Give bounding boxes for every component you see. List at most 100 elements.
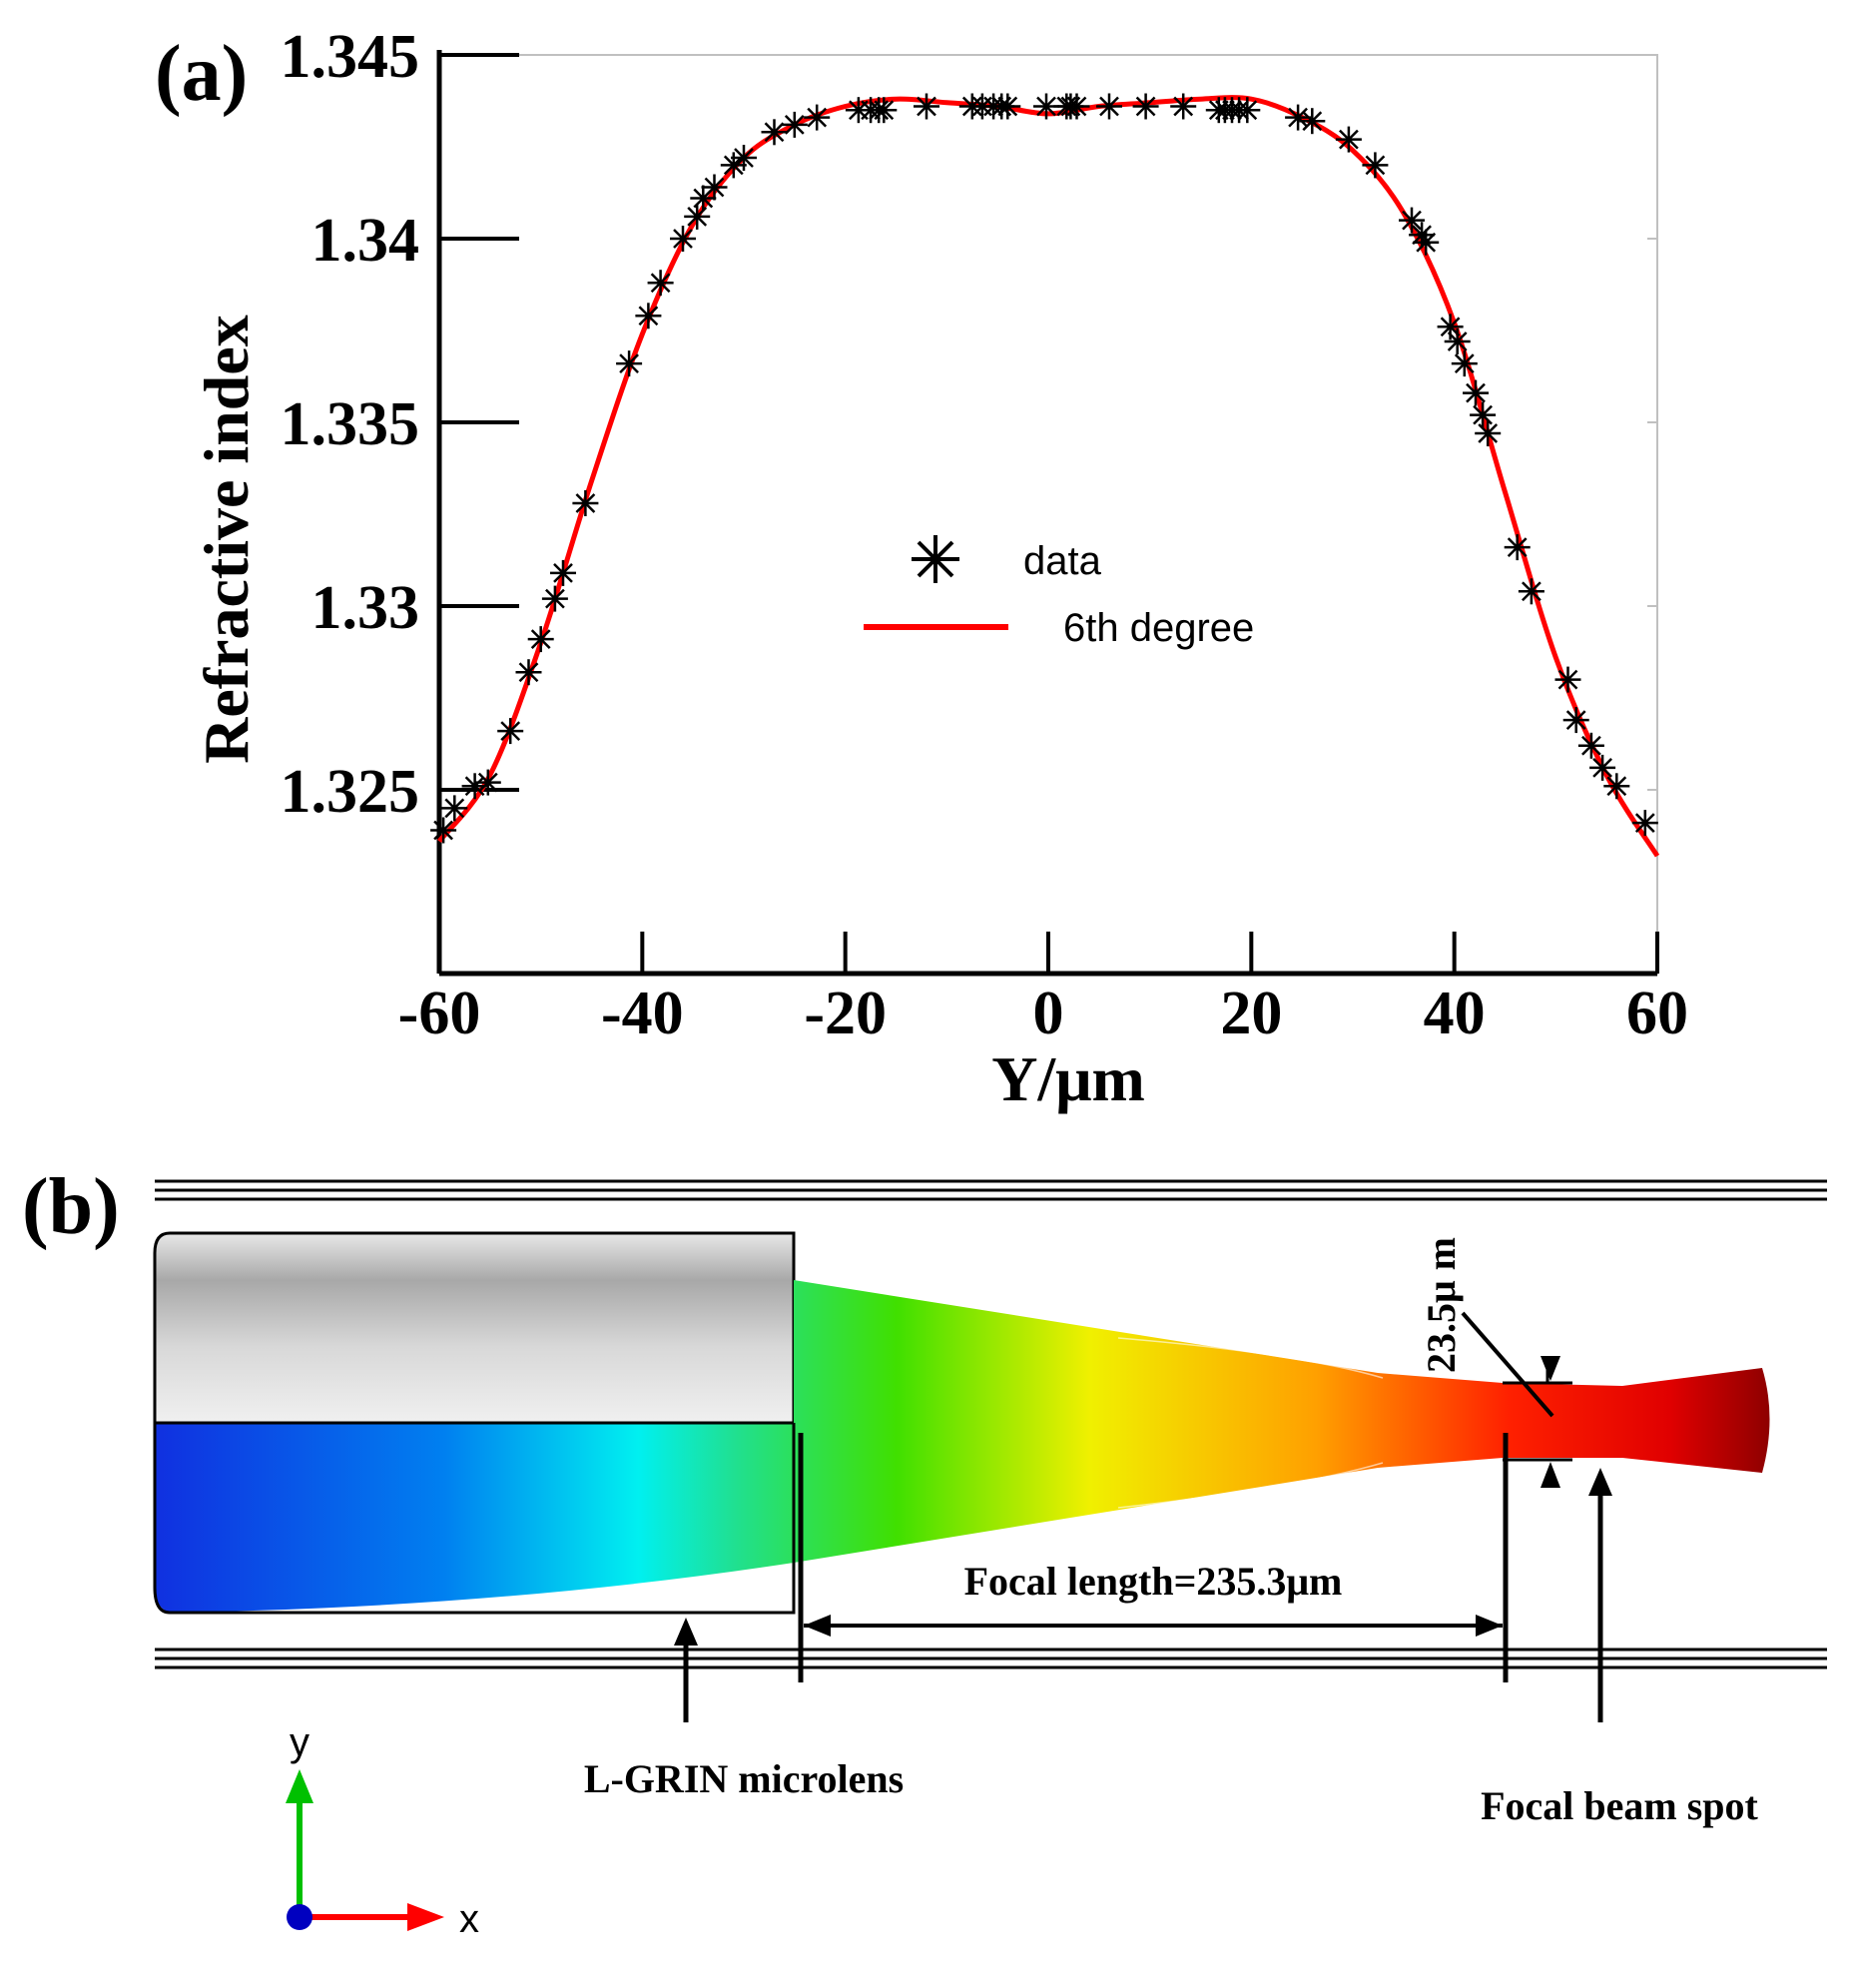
panel-b: (b) 23. [22,1163,1827,1941]
y-tick-label: 1.34 [311,207,420,275]
y-axis-title: Refractive index [191,315,262,764]
spot-size-label: 23.5μ m [1419,1237,1464,1373]
beam-profile [155,1280,1770,1613]
x-tick-label: 0 [1033,980,1064,1047]
x-axis-title: Y/μm [991,1043,1145,1114]
y-tick-label: 1.325 [281,758,420,826]
x-tick-label: -40 [601,980,684,1047]
focal-arrow-right-icon [1476,1615,1503,1637]
data-point [572,490,599,516]
data-point [1470,401,1497,428]
data-point [550,559,576,586]
x-tick-label: 40 [1424,980,1486,1047]
data-point [1063,93,1090,120]
data-point [1554,666,1581,693]
y-tick-label: 1.33 [311,574,420,642]
data-point [914,93,939,120]
data-point [541,585,568,612]
triad-x-label: x [459,1897,479,1941]
legend-data-label: data [1023,539,1102,583]
spot-size-marker: 23.5μ m [1419,1237,1572,1488]
data-point [515,659,542,686]
data-point [871,97,898,124]
data-point [994,93,1021,120]
beam-ray-lines [1117,1337,1384,1509]
legend-fit-label: 6th degree [1063,606,1254,650]
data-point [647,270,674,297]
spot-label: Focal beam spot [1481,1783,1758,1828]
data-point [1399,207,1425,234]
data-point [1562,707,1589,734]
spot-callout: Focal beam spot [1481,1468,1759,1828]
data-point [461,773,488,800]
data-point [804,104,831,131]
data-point [616,350,643,377]
data-point [761,119,788,146]
plot-frame [438,54,1658,975]
data-point [527,626,554,653]
data-point [1463,379,1489,406]
data-point [670,226,696,252]
panel-b-label: (b) [22,1163,120,1251]
data-point [731,145,757,171]
focal-length-label: Focal length=235.3μm [964,1559,1343,1604]
spot-arrow-bottom-icon [1541,1462,1560,1488]
legend: data 6th degree [864,535,1254,650]
data-point [781,111,808,138]
focal-length-dimension: Focal length=235.3μm [798,1433,1509,1682]
data-point [430,817,457,844]
origin-dot-icon [287,1904,312,1930]
spot-callout-arrow-icon [1588,1468,1612,1496]
data-point [441,795,468,822]
data-point [1518,578,1544,605]
triad-y-label: y [290,1720,309,1764]
bottom-rails [155,1648,1827,1669]
data-point [1413,229,1440,256]
x-tick-label: -60 [398,980,481,1047]
data-point [1577,732,1604,759]
data-point [720,152,747,179]
x-tick-label: 60 [1626,980,1688,1047]
data-point [1451,350,1478,377]
data-point [1504,534,1531,561]
data-markers-layer [430,93,1658,844]
spot-arrow-top-icon [1541,1356,1560,1381]
data-point [1362,152,1389,179]
fit-curve-layer [437,95,1660,858]
top-rails [155,1179,1827,1201]
focal-arrow-left-icon [804,1615,831,1637]
data-point [1589,754,1616,781]
coordinate-axes: y x [286,1720,479,1941]
legend-data-marker [912,535,959,583]
panel-a: (a) 1.325 1.33 1.335 1.34 1.345 -60 -40 -20 0 20… [155,23,1688,1114]
data-point [497,718,524,745]
panel-a-label: (a) [155,30,248,118]
y-tick-label: 1.335 [281,390,420,458]
data-point [1132,93,1159,120]
data-point [1096,93,1122,120]
lens-label: L-GRIN microlens [584,1756,904,1801]
y-tick-label: 1.345 [281,23,420,91]
lens-callout: L-GRIN microlens [584,1618,904,1801]
lens-cylinder-top [153,1231,796,1425]
lens-callout-arrow-icon [674,1618,698,1646]
data-point [474,769,501,796]
lens-cylinder-outline [153,1423,796,1615]
spot-leader-line [1461,1311,1554,1418]
x-tick-label: 20 [1220,980,1282,1047]
data-point [1631,810,1658,837]
data-point [1234,97,1261,124]
data-point [1444,329,1471,354]
data-point [1299,108,1326,135]
data-point [1475,420,1502,446]
axes-frame [436,50,1658,977]
y-ticks: 1.325 1.33 1.335 1.34 1.345 [281,23,1657,826]
data-point [635,303,662,330]
data-point [701,174,728,201]
x-tick-label: -20 [804,980,887,1047]
fit-curve [437,95,1660,858]
x-ticks: -60 -40 -20 0 20 40 60 [398,932,1688,1047]
data-point [1603,773,1630,800]
data-point [1335,126,1362,153]
